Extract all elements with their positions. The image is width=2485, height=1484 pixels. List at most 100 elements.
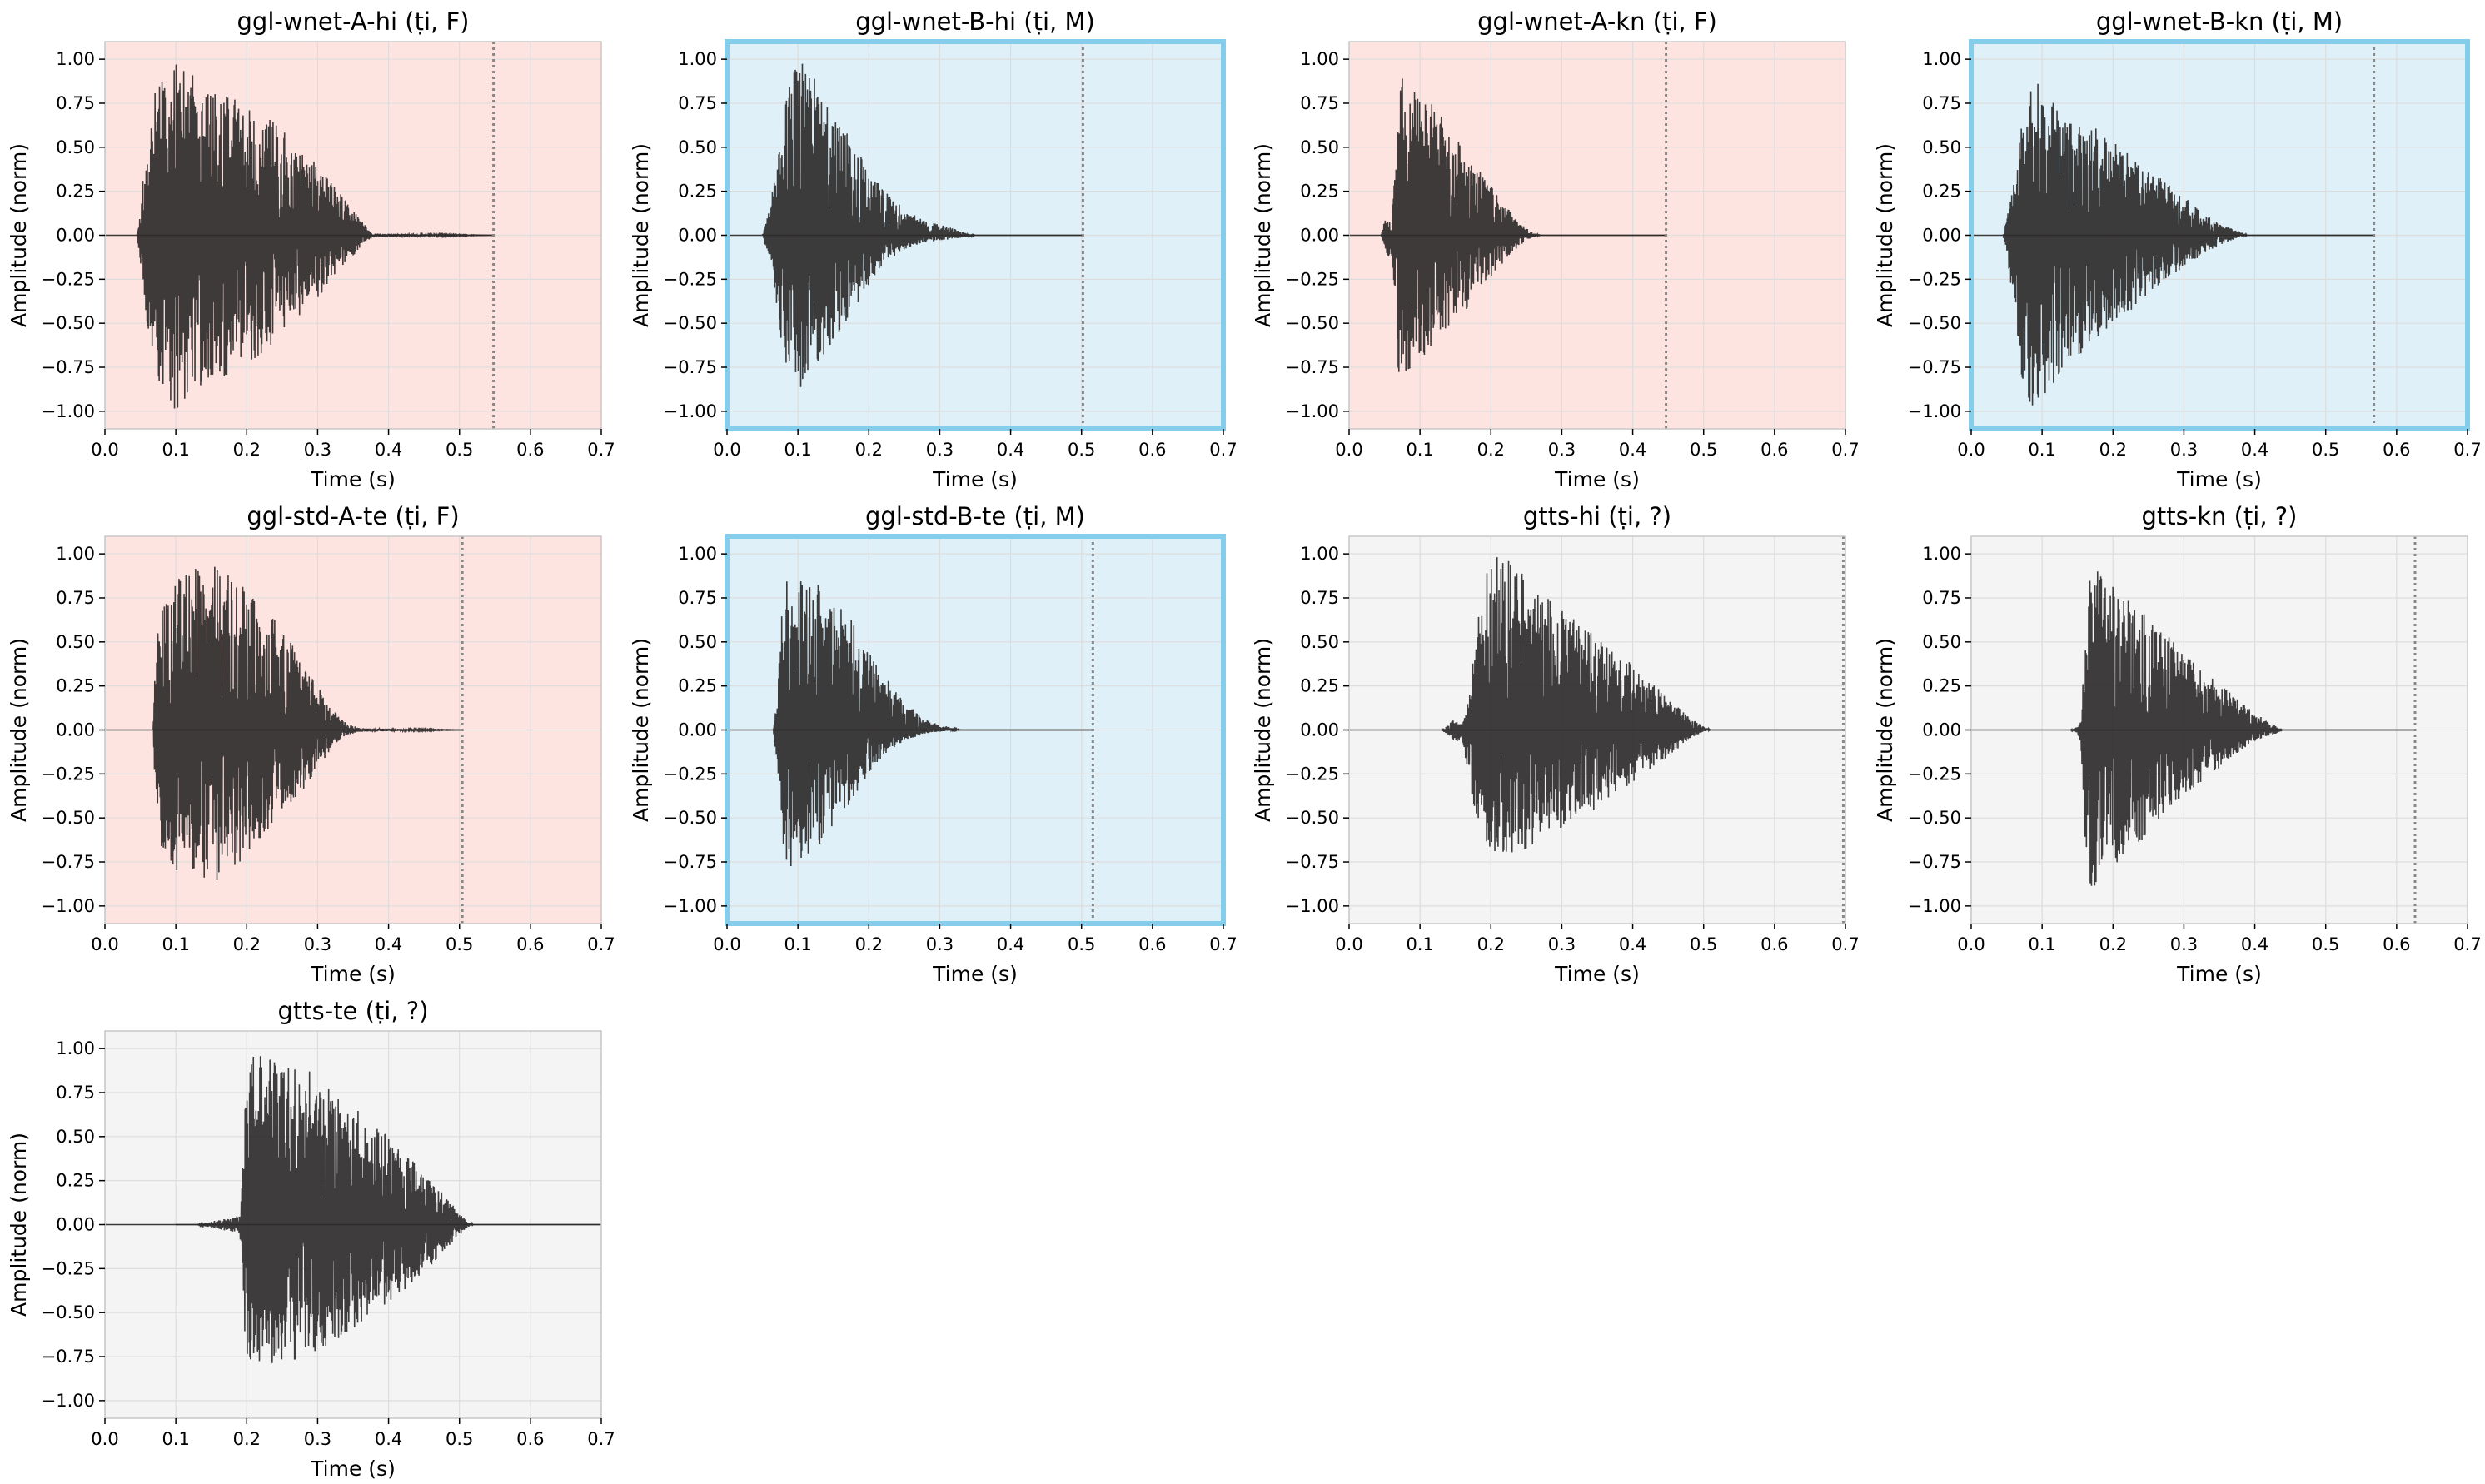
y-tick-label: −0.25 <box>1286 269 1339 289</box>
y-tick-label: 0.25 <box>1300 676 1339 696</box>
y-tick-label: 1.00 <box>56 544 95 564</box>
x-tick-label: 0.0 <box>713 440 740 460</box>
subplot-title: ggl-std-B-te (ṭi, M) <box>865 502 1085 530</box>
x-tick-label: 0.2 <box>855 440 883 460</box>
y-tick-label: −1.00 <box>664 401 717 421</box>
y-tick-label: 0.00 <box>1922 720 1961 740</box>
y-axis-label: Amplitude (norm) <box>7 143 31 327</box>
y-tick-label: 0.50 <box>1300 137 1339 157</box>
x-tick-label: 0.1 <box>2028 934 2055 954</box>
x-axis: 0.0 0.1 0.2 0.3 0.4 0.5 0.6 0.7 <box>91 1418 615 1449</box>
x-tick-label: 0.4 <box>1619 440 1646 460</box>
x-axis: 0.0 0.1 0.2 0.3 0.4 0.5 0.6 0.7 <box>1957 924 2482 954</box>
subplot-title: ggl-wnet-B-kn (ṭi, M) <box>2096 7 2343 36</box>
x-tick-label: 0.7 <box>587 1429 615 1449</box>
subplot-title: ggl-std-A-te (ṭi, F) <box>247 502 459 530</box>
y-tick-label: −0.50 <box>1908 808 1961 828</box>
x-tick-label: 0.6 <box>1138 934 1166 954</box>
y-tick-label: 0.50 <box>678 137 717 157</box>
y-tick-label: 1.00 <box>678 544 717 564</box>
y-axis-label: Amplitude (norm) <box>629 638 653 822</box>
x-axis-label: Time (s) <box>310 467 396 491</box>
x-tick-label: 0.2 <box>233 440 261 460</box>
x-axis: 0.0 0.1 0.2 0.3 0.4 0.5 0.6 0.7 <box>1335 429 1860 460</box>
y-axis: 1.00 0.75 0.50 0.25 0.00 −0.25 −0.50 −0.75 −1.00 <box>664 49 727 421</box>
waveform-group <box>727 63 1083 387</box>
subplot-9: 0.0 0.1 0.2 0.3 0.4 0.5 0.6 0.7 1.00 0.75 0.50 0.25… <box>7 997 615 1481</box>
y-tick-label: 0.75 <box>1300 93 1339 113</box>
y-tick-label: −1.00 <box>1908 401 1961 421</box>
y-axis-label: Amplitude (norm) <box>7 1133 31 1317</box>
y-tick-label: −0.25 <box>42 1258 95 1278</box>
y-tick-label: 1.00 <box>56 1038 95 1058</box>
subplot-title: gtts-te (ṭi, ?) <box>277 997 428 1025</box>
subplot-3: 0.0 0.1 0.2 0.3 0.4 0.5 0.6 0.7 1.00 0.75 0.50 0.25… <box>1251 7 1860 491</box>
y-axis: 1.00 0.75 0.50 0.25 0.00 −0.25 −0.50 −0.75 −1.00 <box>1286 49 1349 421</box>
y-tick-label: −0.75 <box>1286 852 1339 872</box>
x-axis: 0.0 0.1 0.2 0.3 0.4 0.5 0.6 0.7 <box>713 429 1238 460</box>
x-tick-label: 0.6 <box>2383 440 2410 460</box>
waveform-group <box>1349 557 1845 853</box>
y-tick-label: −0.75 <box>42 357 95 377</box>
y-tick-label: 0.50 <box>1922 137 1961 157</box>
y-tick-label: 0.00 <box>56 720 95 740</box>
x-axis: 0.0 0.1 0.2 0.3 0.4 0.5 0.6 0.7 <box>1335 924 1860 954</box>
x-tick-label: 0.2 <box>2099 440 2127 460</box>
y-tick-label: −0.50 <box>1286 808 1339 828</box>
x-tick-label: 0.0 <box>1335 440 1362 460</box>
y-tick-label: 0.00 <box>678 226 717 246</box>
x-tick-label: 0.4 <box>997 934 1024 954</box>
y-tick-label: −0.75 <box>1908 852 1961 872</box>
waveform-group <box>1971 83 2374 406</box>
x-axis-label: Time (s) <box>932 467 1018 491</box>
x-tick-label: 0.5 <box>1690 934 1717 954</box>
y-tick-label: 0.00 <box>56 226 95 246</box>
x-tick-label: 0.0 <box>1957 440 1985 460</box>
y-axis: 1.00 0.75 0.50 0.25 0.00 −0.25 −0.50 −0.75 −1.00 <box>42 544 105 916</box>
y-axis-label: Amplitude (norm) <box>1873 143 1897 327</box>
waveform-group <box>105 566 463 880</box>
subplot-title: gtts-kn (ṭi, ?) <box>2142 502 2298 530</box>
y-tick-label: 0.00 <box>1922 226 1961 246</box>
x-tick-label: 0.5 <box>2312 934 2339 954</box>
y-tick-label: 0.25 <box>56 676 95 696</box>
subplot-7: 0.0 0.1 0.2 0.3 0.4 0.5 0.6 0.7 1.00 0.75 0.50 0.25… <box>1251 502 1860 986</box>
y-axis-label: Amplitude (norm) <box>629 143 653 327</box>
x-tick-label: 0.2 <box>233 1429 261 1449</box>
subplot-2: 0.0 0.1 0.2 0.3 0.4 0.5 0.6 0.7 1.00 0.75 0.50 0.25… <box>629 7 1238 491</box>
y-tick-label: −0.75 <box>664 357 717 377</box>
x-tick-label: 0.6 <box>516 934 544 954</box>
subplot-title: gtts-hi (ṭi, ?) <box>1523 502 1671 530</box>
x-tick-label: 0.3 <box>1548 440 1576 460</box>
y-axis-label: Amplitude (norm) <box>7 638 31 822</box>
x-tick-label: 0.3 <box>926 934 954 954</box>
x-tick-label: 0.5 <box>446 1429 473 1449</box>
x-tick-label: 0.7 <box>1209 934 1237 954</box>
x-tick-label: 0.5 <box>1068 934 1095 954</box>
x-tick-label: 0.2 <box>1477 440 1505 460</box>
x-tick-label: 0.5 <box>1068 440 1095 460</box>
y-tick-label: −0.25 <box>664 269 717 289</box>
y-tick-label: −0.75 <box>664 852 717 872</box>
y-tick-label: −0.50 <box>1286 313 1339 333</box>
y-axis-label: Amplitude (norm) <box>1251 638 1275 822</box>
x-axis: 0.0 0.1 0.2 0.3 0.4 0.5 0.6 0.7 <box>713 924 1238 954</box>
y-tick-label: 0.25 <box>1922 676 1961 696</box>
y-axis-label: Amplitude (norm) <box>1873 638 1897 822</box>
y-tick-label: −1.00 <box>42 896 95 916</box>
x-tick-label: 0.2 <box>233 934 261 954</box>
x-tick-label: 0.1 <box>784 440 811 460</box>
x-tick-label: 0.3 <box>304 440 331 460</box>
x-tick-label: 0.3 <box>304 934 331 954</box>
y-tick-label: 0.75 <box>1300 588 1339 608</box>
x-tick-label: 0.0 <box>1957 934 1985 954</box>
y-tick-label: 0.25 <box>1300 182 1339 202</box>
waveform-group <box>1349 78 1666 372</box>
y-tick-label: 0.25 <box>678 676 717 696</box>
x-tick-label: 0.0 <box>91 1429 118 1449</box>
y-tick-label: 0.25 <box>56 182 95 202</box>
y-tick-label: −0.50 <box>1908 313 1961 333</box>
y-tick-label: −1.00 <box>1286 401 1339 421</box>
x-tick-label: 0.6 <box>516 440 544 460</box>
y-tick-label: −1.00 <box>1286 896 1339 916</box>
